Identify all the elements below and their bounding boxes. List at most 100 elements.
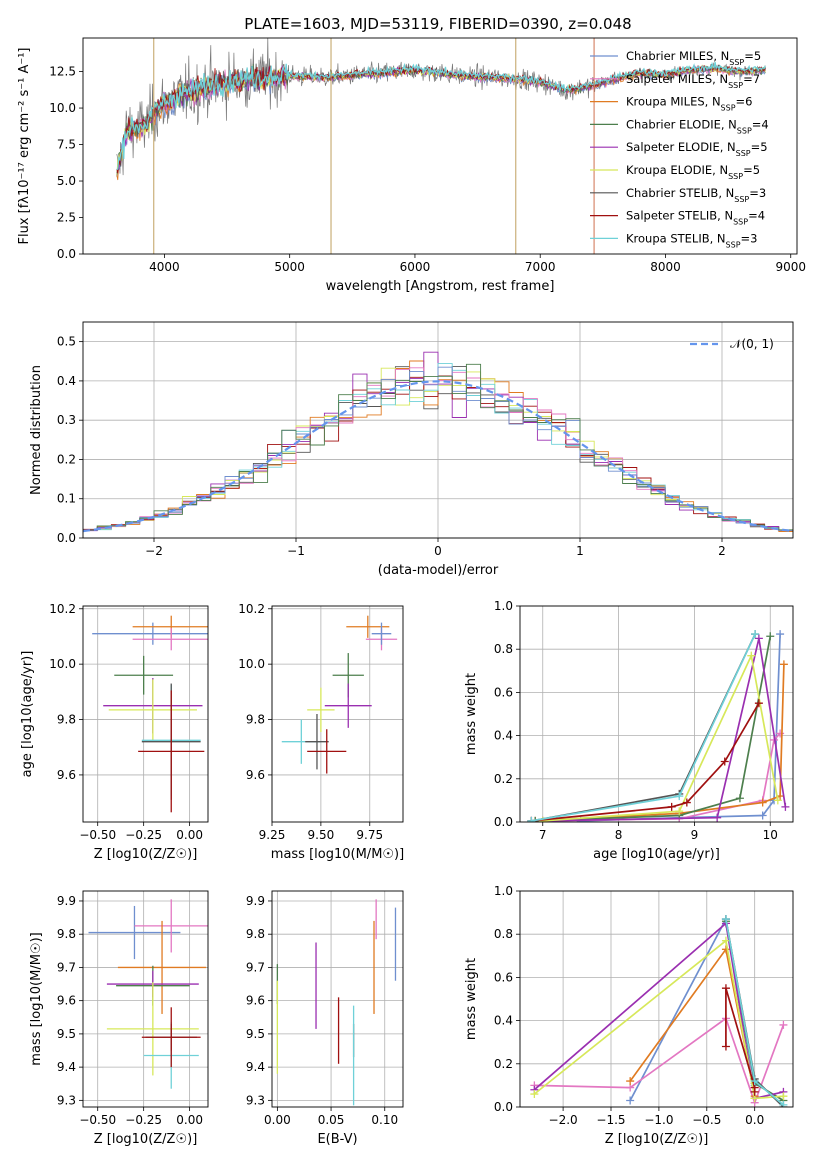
legend-entry: Kroupa STELIB, NSSP=3 — [626, 231, 757, 249]
plot-frame — [519, 605, 794, 823]
legend-entry: Salpeter MILES, NSSP=7 — [626, 72, 760, 90]
mass-weight-marker — [776, 729, 785, 738]
mass-weight-line — [533, 921, 784, 1100]
mass-weight-marker — [735, 794, 744, 803]
x-tick-label: 10 — [763, 828, 778, 842]
x-tick-label: 8000 — [650, 260, 681, 274]
figure-title: PLATE=1603, MJD=53119, FIBERID=0390, z=0… — [244, 15, 631, 33]
y-axis-label: Normed distribution — [29, 365, 44, 495]
mass-weight-marker — [758, 811, 767, 820]
plot-frame — [82, 890, 209, 1108]
x-tick-label: 9 — [691, 828, 699, 842]
plot-area — [530, 915, 788, 1107]
plot-area — [92, 615, 208, 813]
mass-weight-marker — [721, 1042, 730, 1051]
y-tick-label: 10.0 — [49, 101, 76, 115]
x-tick-label: 8 — [615, 828, 623, 842]
mass-weight-marker — [754, 699, 763, 708]
y-tick-label: 0.8 — [494, 927, 513, 941]
x-tick-label: 6000 — [400, 260, 431, 274]
plot-frame — [82, 321, 794, 539]
y-axis-label: mass [log10(M/M☉)] — [29, 932, 44, 1065]
x-tick-label: 0 — [434, 544, 442, 558]
legend-entry: Kroupa MILES, NSSP=6 — [626, 95, 752, 113]
x-tick-label: 7000 — [525, 260, 556, 274]
mass-weight-line — [535, 636, 772, 822]
x-axis-label: Z [log10(Z/Z☉)] — [94, 1132, 198, 1147]
x-axis-label: age [log10(age/yr)] — [593, 847, 720, 862]
plot-frame — [519, 890, 794, 1108]
x-tick-label: 0.00 — [264, 1113, 291, 1127]
y-tick-label: 9.7 — [246, 960, 265, 974]
mass-weight-marker — [754, 634, 763, 643]
x-axis-label: mass [log10(M/M☉)] — [271, 847, 404, 862]
y-tick-label: 9.6 — [57, 994, 76, 1008]
x-tick-label: 5000 — [274, 260, 305, 274]
y-tick-label: 9.3 — [246, 1093, 265, 1107]
normal-distribution-curve — [83, 380, 793, 533]
x-axis-label: (data-model)/error — [378, 563, 499, 578]
y-tick-label: 1.0 — [494, 884, 513, 898]
x-tick-label: 0.05 — [318, 1113, 345, 1127]
mass-weight-marker — [779, 1092, 788, 1101]
y-tick-label: 0.6 — [494, 970, 513, 984]
x-tick-label: −2 — [145, 544, 163, 558]
x-axis-label: E(B-V) — [317, 1132, 357, 1147]
y-tick-label: 0.4 — [57, 374, 76, 388]
legend-entry: 𝒩(0, 1) — [730, 337, 774, 351]
y-tick-label: 0.0 — [57, 531, 76, 545]
age-vs-metallicity-panel: −0.50 −0.25 0.00 9.6 9.8 10.0 10.2 Z [log10(Z/Z… — [20, 602, 209, 862]
mass-weight-marker — [721, 936, 730, 945]
plot-area — [83, 351, 793, 533]
legend-entry: Salpeter STELIB, NSSP=4 — [626, 209, 765, 227]
mass-weight-marker — [750, 1077, 759, 1086]
y-tick-label: 0.0 — [494, 1100, 513, 1114]
mass-weight-marker — [626, 1096, 635, 1105]
mass-weight-marker — [766, 632, 775, 641]
plot-area — [116, 38, 767, 254]
y-tick-label: 0.1 — [57, 492, 76, 506]
x-tick-label: 7 — [539, 828, 547, 842]
y-tick-label: 0.2 — [494, 772, 513, 786]
residuals-panel: −2 −1 0 1 2 0.0 0.1 0.2 0.3 0.4 0.5 (data-model)/er… — [29, 321, 794, 578]
mass-weight-marker — [779, 1020, 788, 1029]
y-tick-label: 9.5 — [246, 1027, 265, 1041]
weight-vs-age-panel: 7 8 9 10 0.0 0.2 0.4 0.6 0.8 1.0 age [log10(age/yr… — [464, 599, 794, 862]
x-tick-label: 0.00 — [176, 828, 203, 842]
y-tick-label: 0.0 — [57, 247, 76, 261]
mass-weight-marker — [721, 984, 730, 993]
residual-histogram-step — [83, 363, 793, 531]
y-tick-label: 10.0 — [238, 657, 265, 671]
mass-weight-line — [542, 638, 787, 822]
x-tick-label: −0.25 — [125, 828, 162, 842]
mass-weight-marker — [747, 651, 756, 660]
model-spectrum-line — [116, 61, 766, 171]
y-tick-label: 9.8 — [57, 927, 76, 941]
x-tick-label: 0.10 — [371, 1113, 398, 1127]
y-axis-label: age [log10(age/yr)] — [20, 651, 35, 778]
x-tick-label: 9000 — [775, 260, 806, 274]
y-tick-label: 9.9 — [57, 894, 76, 908]
plot-area — [527, 630, 790, 822]
x-tick-label: −0.25 — [125, 1113, 162, 1127]
mass-weight-marker — [758, 798, 767, 807]
plot-area — [276, 899, 397, 1106]
y-tick-label: 0.5 — [57, 335, 76, 349]
x-tick-label: −2.0 — [549, 1113, 578, 1127]
y-tick-label: 9.8 — [57, 713, 76, 727]
mass-weight-marker — [682, 798, 691, 807]
mass-weight-marker — [527, 816, 536, 822]
spectrum-panel: 4000 5000 6000 7000 8000 9000 0.0 2.5 5.0 7.5 10.0… — [17, 37, 806, 294]
plot-frame — [82, 605, 209, 823]
mass-weight-marker — [751, 630, 760, 639]
y-tick-label: 9.6 — [246, 768, 265, 782]
mass-weight-marker — [675, 792, 684, 801]
y-tick-label: 9.9 — [246, 894, 265, 908]
plot-frame — [82, 37, 798, 255]
y-tick-label: 0.4 — [494, 729, 513, 743]
x-tick-label: 1 — [576, 544, 584, 558]
mass-weight-marker — [720, 757, 729, 766]
x-tick-label: −0.50 — [79, 828, 116, 842]
y-tick-label: 9.8 — [246, 927, 265, 941]
